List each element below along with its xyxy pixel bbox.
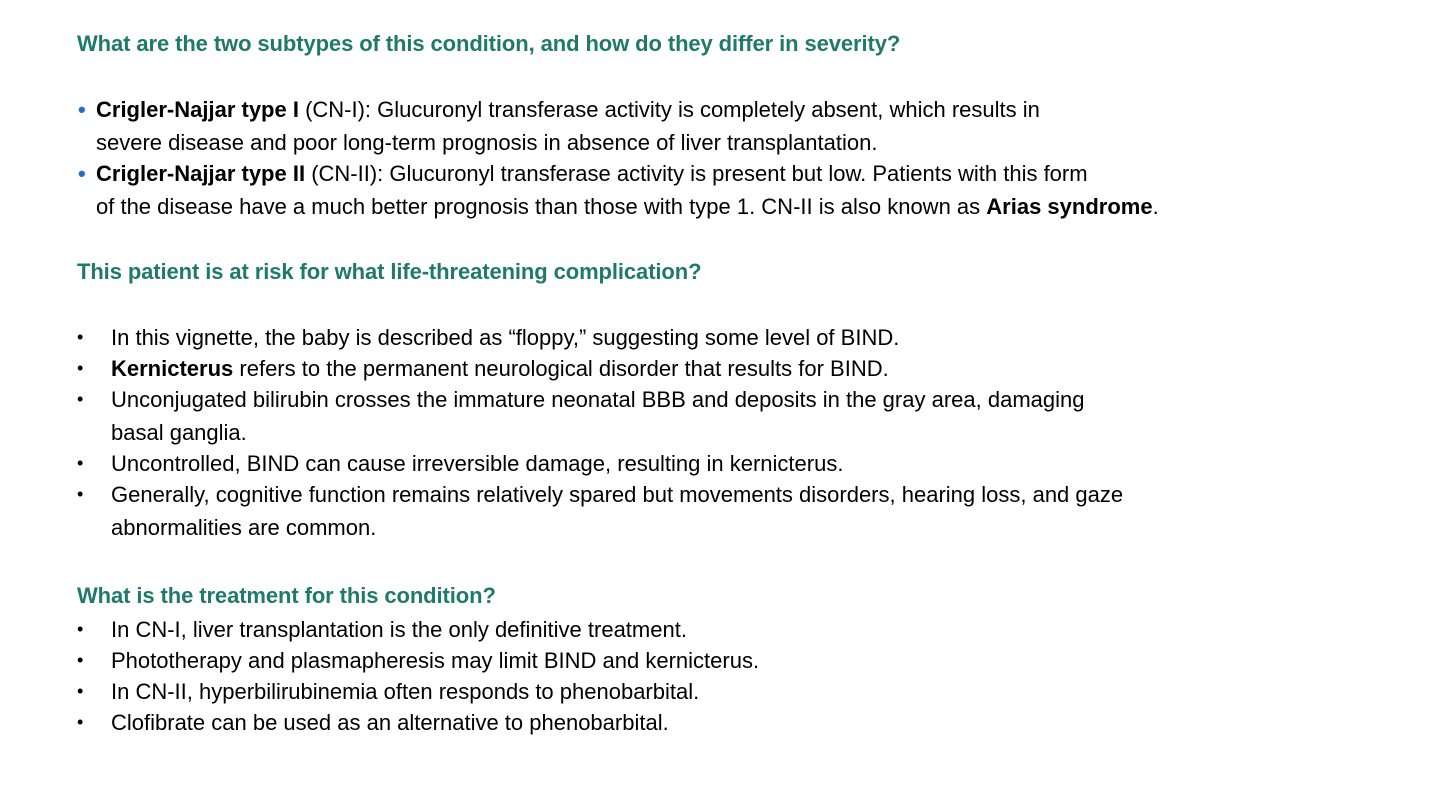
list-item: • In CN-I, liver transplantation is the … bbox=[77, 613, 759, 646]
term-cn2: Crigler-Najjar type II bbox=[96, 161, 306, 186]
list-item-text: (CN-II): Glucuronyl transferase activity… bbox=[305, 161, 1088, 186]
bullet-dot: • bbox=[77, 681, 84, 701]
bullet-dot: • bbox=[78, 97, 86, 122]
bullet-dot: • bbox=[77, 650, 84, 670]
list-item: • Kernicterus refers to the permanent ne… bbox=[77, 352, 1123, 385]
list-item-line: In CN-I, liver transplantation is the on… bbox=[111, 617, 687, 642]
bullet-dot: • bbox=[77, 712, 84, 732]
list-item: • Unconjugated bilirubin crosses the imm… bbox=[77, 383, 1123, 449]
list-item-text: . bbox=[1152, 194, 1159, 219]
term-arias: Arias syndrome bbox=[986, 194, 1153, 219]
term-kernicterus: Kernicterus bbox=[111, 356, 234, 381]
term-cn1: Crigler-Najjar type I bbox=[96, 97, 299, 122]
list-item-cn1: • Crigler-Najjar type I (CN-I): Glucuron… bbox=[77, 93, 1159, 159]
list-item-text: (CN-I): Glucuronyl transferase activity … bbox=[298, 97, 1040, 122]
list-item-line: of the disease have a much better progno… bbox=[96, 190, 1159, 223]
bullet-dot: • bbox=[77, 327, 84, 347]
list-item-line: abnormalities are common. bbox=[111, 515, 377, 540]
list-item-line: Uncontrolled, BIND can cause irreversibl… bbox=[111, 451, 844, 476]
list-item: • In CN-II, hyperbilirubinemia often res… bbox=[77, 675, 759, 708]
bullet-dot: • bbox=[77, 484, 84, 504]
list-item-text: of the disease have a much better progno… bbox=[96, 194, 987, 219]
list-item-line: In CN-II, hyperbilirubinemia often respo… bbox=[111, 679, 700, 704]
complication-list: • In this vignette, the baby is describe… bbox=[77, 321, 1123, 542]
list-item: • In this vignette, the baby is describe… bbox=[77, 321, 1123, 354]
bullet-dot: • bbox=[77, 358, 84, 378]
list-item-cn2: • Crigler-Najjar type II (CN-II): Glucur… bbox=[77, 157, 1159, 223]
heading-treatment: What is the treatment for this condition… bbox=[77, 583, 496, 608]
list-item: • Phototherapy and plasmapheresis may li… bbox=[77, 644, 759, 677]
list-item-line: severe disease and poor long-term progno… bbox=[96, 130, 878, 155]
list-item-line: In this vignette, the baby is described … bbox=[111, 325, 900, 350]
bullet-dot: • bbox=[77, 619, 84, 639]
treatment-list: • In CN-I, liver transplantation is the … bbox=[77, 613, 759, 737]
bullet-dot: • bbox=[77, 389, 84, 409]
list-item: • Clofibrate can be used as an alternati… bbox=[77, 706, 759, 739]
list-item-line: Unconjugated bilirubin crosses the immat… bbox=[111, 387, 1085, 412]
heading-complication: This patient is at risk for what life-th… bbox=[77, 259, 702, 284]
bullet-dot: • bbox=[78, 161, 86, 186]
subtypes-list: • Crigler-Najjar type I (CN-I): Glucuron… bbox=[77, 93, 1159, 221]
list-item-line: Clofibrate can be used as an alternative… bbox=[111, 710, 669, 735]
list-item-line: basal ganglia. bbox=[111, 420, 247, 445]
list-item-line: Phototherapy and plasmapheresis may limi… bbox=[111, 648, 760, 673]
list-item-line: Kernicterus refers to the permanent neur… bbox=[111, 352, 1123, 385]
bullet-dot: • bbox=[77, 453, 84, 473]
list-item-text: refers to the permanent neurological dis… bbox=[233, 356, 889, 381]
list-item-line: Crigler-Najjar type II (CN-II): Glucuron… bbox=[96, 157, 1159, 190]
heading-subtypes: What are the two subtypes of this condit… bbox=[77, 31, 901, 56]
list-item-line: Generally, cognitive function remains re… bbox=[111, 482, 1124, 507]
list-item-line: Crigler-Najjar type I (CN-I): Glucuronyl… bbox=[96, 93, 1159, 126]
list-item: • Uncontrolled, BIND can cause irreversi… bbox=[77, 447, 1123, 480]
list-item: • Generally, cognitive function remains … bbox=[77, 478, 1123, 544]
